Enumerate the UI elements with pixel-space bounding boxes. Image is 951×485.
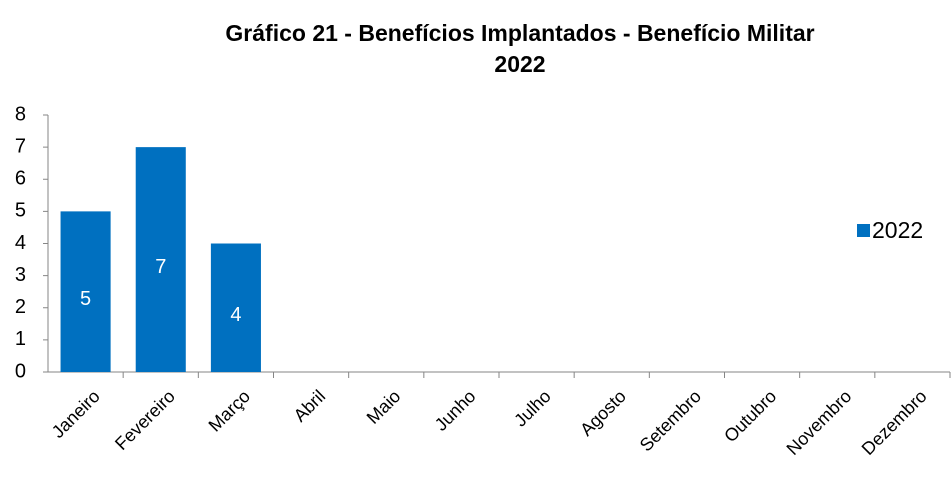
x-tick-label: Abril xyxy=(290,386,330,426)
y-tick-label: 6 xyxy=(15,168,26,190)
x-tick-label: Junho xyxy=(431,386,480,435)
data-label: 5 xyxy=(80,288,91,310)
chart-title: 2022 xyxy=(494,51,545,77)
bar xyxy=(210,243,261,372)
x-tick-label: Outubro xyxy=(720,386,780,446)
x-tick-label: Novembro xyxy=(783,386,856,459)
x-tick-label: Fevereiro xyxy=(111,386,179,454)
x-tick-label: Julho xyxy=(510,386,555,431)
data-label: 4 xyxy=(230,304,241,326)
x-tick-label: Dezembro xyxy=(858,386,931,459)
x-tick-label: Setembro xyxy=(636,386,705,455)
y-tick-label: 8 xyxy=(15,103,26,125)
x-tick-label: Janeiro xyxy=(48,386,104,442)
legend-swatch xyxy=(857,224,870,237)
y-tick-label: 4 xyxy=(15,232,26,254)
data-label: 7 xyxy=(155,256,166,278)
x-tick-label: Maio xyxy=(363,386,405,428)
y-tick-label: 2 xyxy=(15,296,26,318)
bar xyxy=(60,211,111,372)
bar xyxy=(135,147,186,372)
y-tick-label: 5 xyxy=(15,200,26,222)
y-tick-label: 1 xyxy=(15,328,26,350)
x-tick-label: Agosto xyxy=(576,386,630,440)
x-tick-label: Março xyxy=(205,386,255,436)
y-tick-label: 3 xyxy=(15,264,26,286)
legend-label: 2022 xyxy=(872,217,923,243)
chart-title: Gráfico 21 - Benefícios Implantados - Be… xyxy=(225,20,814,46)
y-tick-label: 0 xyxy=(15,360,26,382)
y-tick-label: 7 xyxy=(15,135,26,157)
